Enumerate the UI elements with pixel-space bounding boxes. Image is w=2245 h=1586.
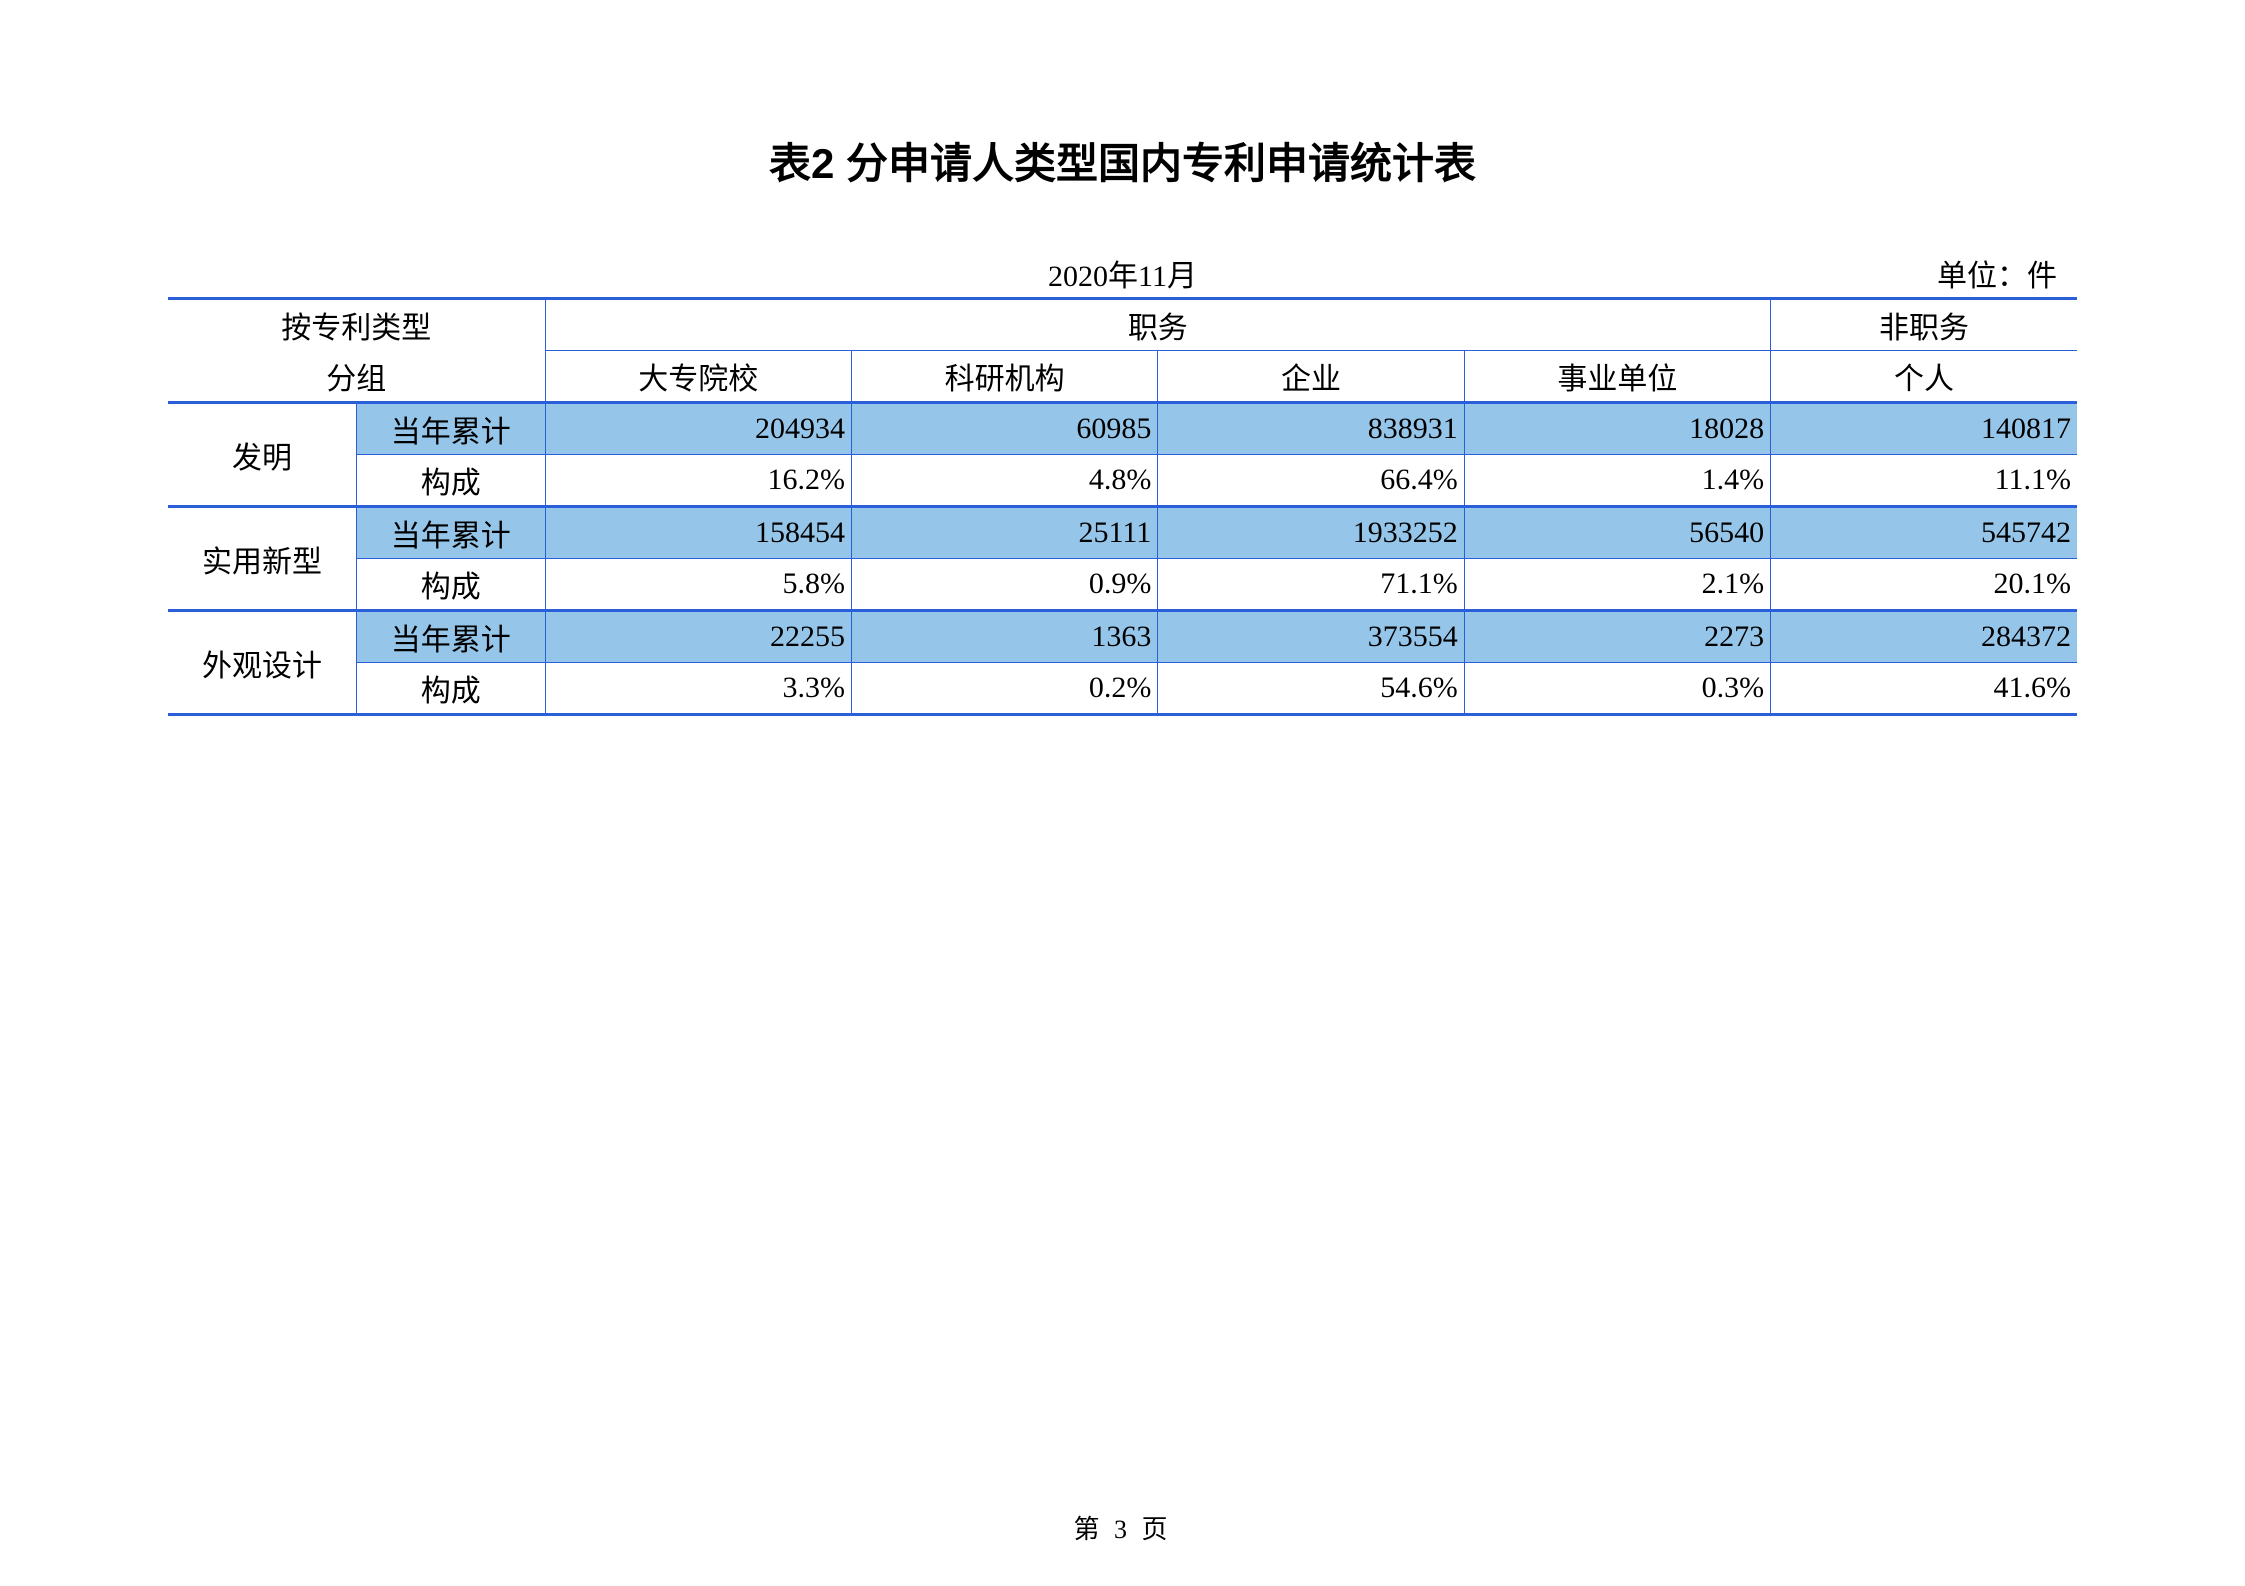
header-col-0: 大专院校 — [545, 351, 851, 403]
cell: 0.9% — [851, 559, 1157, 611]
table-row: 实用新型 当年累计 158454 25111 1933252 56540 545… — [168, 507, 2077, 559]
cell: 284372 — [1771, 611, 2077, 663]
header-col-3: 事业单位 — [1464, 351, 1770, 403]
metric-composition: 构成 — [357, 455, 546, 507]
metric-cumulative: 当年累计 — [357, 403, 546, 455]
cell: 22255 — [545, 611, 851, 663]
cell: 204934 — [545, 403, 851, 455]
header-col-1: 科研机构 — [851, 351, 1157, 403]
table-row: 外观设计 当年累计 22255 1363 373554 2273 284372 — [168, 611, 2077, 663]
cell: 545742 — [1771, 507, 2077, 559]
metric-composition: 构成 — [357, 663, 546, 715]
cell: 373554 — [1158, 611, 1464, 663]
cell: 3.3% — [545, 663, 851, 715]
table-row: 构成 16.2% 4.8% 66.4% 1.4% 11.1% — [168, 455, 2077, 507]
header-occupational: 职务 — [545, 299, 1771, 351]
cell: 2.1% — [1464, 559, 1770, 611]
table-row: 构成 3.3% 0.2% 54.6% 0.3% 41.6% — [168, 663, 2077, 715]
cell: 56540 — [1464, 507, 1770, 559]
cell: 66.4% — [1158, 455, 1464, 507]
cell: 140817 — [1771, 403, 2077, 455]
header-col-4: 个人 — [1771, 351, 2077, 403]
patent-statistics-table: 按专利类型 职务 非职务 分组 大专院校 科研机构 企业 事业单位 个人 发明 … — [168, 297, 2077, 716]
cell: 71.1% — [1158, 559, 1464, 611]
group-name-0: 发明 — [168, 403, 357, 507]
table-row: 发明 当年累计 204934 60985 838931 18028 140817 — [168, 403, 2077, 455]
date-label: 2020年11月 — [1048, 251, 1197, 295]
group-name-1: 实用新型 — [168, 507, 357, 611]
cell: 20.1% — [1771, 559, 2077, 611]
metric-composition: 构成 — [357, 559, 546, 611]
cell: 54.6% — [1158, 663, 1464, 715]
cell: 0.2% — [851, 663, 1157, 715]
table-row: 构成 5.8% 0.9% 71.1% 2.1% 20.1% — [168, 559, 2077, 611]
cell: 0.3% — [1464, 663, 1770, 715]
cell: 1363 — [851, 611, 1157, 663]
metric-cumulative: 当年累计 — [357, 611, 546, 663]
cell: 25111 — [851, 507, 1157, 559]
metric-cumulative: 当年累计 — [357, 507, 546, 559]
page-footer: 第 3 页 — [0, 1509, 2245, 1546]
cell: 838931 — [1158, 403, 1464, 455]
header-col-2: 企业 — [1158, 351, 1464, 403]
header-non-occupational: 非职务 — [1771, 299, 2077, 351]
cell: 5.8% — [545, 559, 851, 611]
unit-label: 单位：件 — [1937, 251, 2057, 295]
cell: 18028 — [1464, 403, 1770, 455]
cell: 1.4% — [1464, 455, 1770, 507]
cell: 4.8% — [851, 455, 1157, 507]
cell: 1933252 — [1158, 507, 1464, 559]
header-group-bottom: 分组 — [168, 351, 545, 403]
header-group-top: 按专利类型 — [168, 299, 545, 351]
cell: 2273 — [1464, 611, 1770, 663]
cell: 16.2% — [545, 455, 851, 507]
cell: 60985 — [851, 403, 1157, 455]
group-name-2: 外观设计 — [168, 611, 357, 715]
table-title: 表2 分申请人类型国内专利申请统计表 — [168, 130, 2077, 191]
cell: 158454 — [545, 507, 851, 559]
cell: 11.1% — [1771, 455, 2077, 507]
cell: 41.6% — [1771, 663, 2077, 715]
